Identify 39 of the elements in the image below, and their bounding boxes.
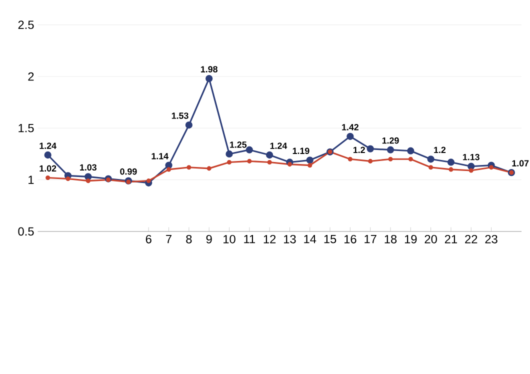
y-tick-label: 2.5 — [18, 20, 34, 30]
data-label: 1.24 — [40, 142, 56, 150]
x-tick-label: 16 — [344, 235, 356, 244]
x-tick-label: 17 — [364, 235, 376, 244]
data-label: 1.29 — [382, 138, 399, 144]
data-label: 0.99 — [120, 168, 137, 175]
data-label: 1.53 — [172, 112, 188, 120]
x-tick-label: 20 — [424, 235, 437, 244]
data-label: 1.25 — [230, 142, 247, 148]
x-tick-label: 23 — [485, 235, 498, 244]
x-tick-label: 21 — [444, 235, 457, 244]
x-tick-label: 7 — [166, 235, 172, 244]
data-label: 1.24 — [270, 142, 288, 150]
data-label: 1.42 — [342, 124, 358, 131]
data-label: 1.98 — [200, 66, 218, 73]
y-tick-label: 2 — [28, 72, 34, 81]
data-label: 1.2 — [353, 147, 365, 154]
x-tick-label: 19 — [404, 235, 417, 244]
y-tick-label: 0.5 — [18, 228, 34, 236]
data-label: 1.13 — [463, 154, 480, 160]
x-tick-label: 13 — [284, 235, 296, 244]
data-label: 1.19 — [292, 148, 310, 154]
x-tick-label: 14 — [304, 235, 316, 244]
x-tick-label: 15 — [324, 235, 336, 244]
data-label: 1.02 — [40, 166, 56, 172]
y-tick-label: 1 — [28, 176, 34, 184]
data-label: 1.07 — [512, 160, 529, 167]
x-tick-label: 12 — [264, 235, 276, 244]
data-label: 1.03 — [80, 164, 96, 171]
x-tick-label: 6 — [146, 235, 152, 244]
x-tick-label: 18 — [384, 235, 397, 244]
x-tick-label: 9 — [206, 235, 212, 244]
data-label: 1.14 — [152, 153, 168, 160]
x-tick-label: 8 — [186, 235, 192, 244]
y-tick-label: 1.5 — [18, 124, 34, 133]
x-tick-label: 22 — [465, 235, 478, 244]
x-tick-label: 10 — [224, 235, 236, 244]
x-tick-label: 11 — [244, 235, 255, 244]
data-label: 1.2 — [434, 147, 446, 154]
